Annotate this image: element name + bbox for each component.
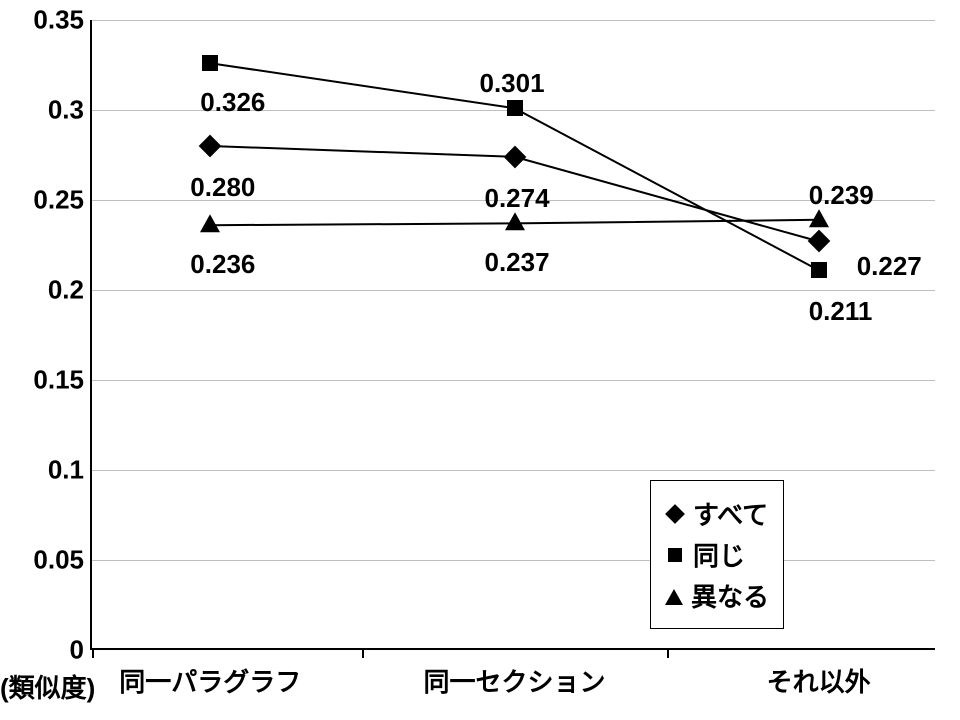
data-label: 0.280 <box>190 172 255 203</box>
ytick-label: 0.05 <box>33 545 92 576</box>
legend-label: すべて <box>693 495 768 532</box>
data-label: 0.211 <box>809 296 873 327</box>
ytick-label: 0 <box>70 635 92 666</box>
marker-triangle <box>505 213 525 231</box>
plot-area: 00.050.10.150.20.250.30.35同一パラグラフ同一セクション… <box>90 20 935 650</box>
legend-label: 異なる <box>691 577 769 614</box>
data-label: 0.237 <box>485 247 550 278</box>
xtick-label: それ以外 <box>767 648 871 699</box>
marker-square <box>202 55 218 71</box>
xtick-label: 同一セクション <box>423 648 605 699</box>
ytick-label: 0.15 <box>33 365 92 396</box>
ytick-label: 0.35 <box>33 5 92 36</box>
ytick-label: 0.1 <box>48 455 92 486</box>
legend-item: 異なる <box>665 577 769 614</box>
y-axis-label: (類似度) <box>0 668 95 705</box>
marker-square <box>507 100 523 116</box>
xtick-label: 同一パラグラフ <box>119 648 301 699</box>
data-label: 0.274 <box>485 183 550 214</box>
legend: すべて同じ異なる <box>650 480 784 629</box>
data-label: 0.326 <box>200 87 265 118</box>
ytick-label: 0.3 <box>48 95 92 126</box>
data-label: 0.227 <box>857 251 922 282</box>
triangle-icon <box>665 589 683 605</box>
ytick-label: 0.2 <box>48 275 92 306</box>
legend-label: 同じ <box>693 536 745 573</box>
marker-triangle <box>200 214 220 232</box>
square-icon <box>668 548 682 562</box>
diamond-icon <box>665 504 685 524</box>
legend-item: すべて <box>665 495 769 532</box>
marker-triangle <box>809 209 829 227</box>
data-label: 0.301 <box>480 68 545 99</box>
marker-square <box>811 262 827 278</box>
legend-item: 同じ <box>665 536 769 573</box>
chart-container: 0 0.05 0.1 0.15 0.2 0.25 0.3 0.35 同一パラグラフ 同一セクション… <box>0 0 960 720</box>
ytick-label: 0.25 <box>33 185 92 216</box>
data-label: 0.236 <box>190 249 255 280</box>
data-label: 0.239 <box>809 180 874 211</box>
